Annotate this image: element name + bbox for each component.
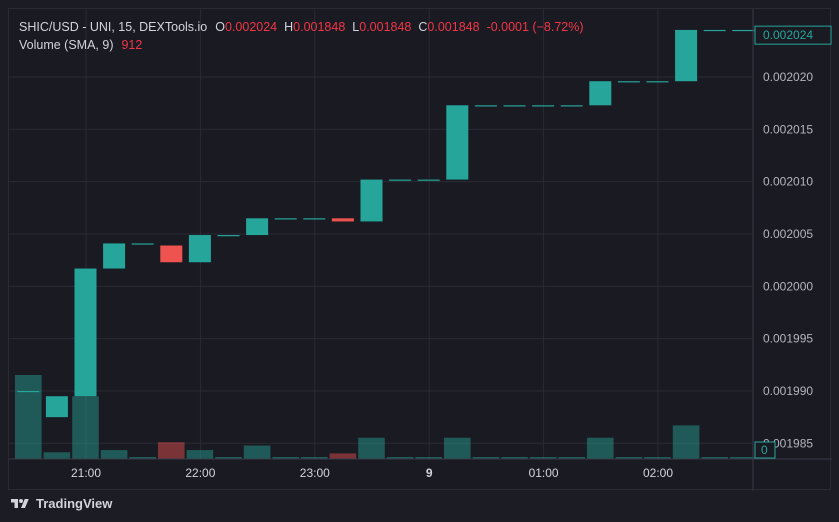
candle[interactable] bbox=[503, 105, 526, 107]
candle[interactable] bbox=[188, 235, 211, 263]
x-tick-label: 02:00 bbox=[643, 466, 673, 480]
ohlc-row: SHIC/USD - UNI, 15, DEXTools.io O 0.0020… bbox=[19, 18, 591, 36]
volume-bar[interactable] bbox=[272, 457, 299, 459]
volume-bar[interactable] bbox=[100, 450, 128, 459]
volume-bar[interactable] bbox=[501, 457, 528, 459]
chart-panel[interactable]: 0.002020 0.002015 0.002010 0.002005 0.002000… bbox=[8, 8, 832, 491]
candle[interactable] bbox=[74, 268, 97, 397]
candle[interactable] bbox=[474, 105, 497, 107]
x-tick-label: 01:00 bbox=[529, 466, 559, 480]
volume-bar[interactable] bbox=[15, 375, 42, 459]
candle[interactable] bbox=[160, 245, 183, 263]
candle[interactable] bbox=[703, 29, 726, 32]
volume-bar[interactable] bbox=[243, 445, 271, 459]
y-tick-label: 0.002020 bbox=[763, 70, 813, 84]
close-label: C bbox=[418, 20, 428, 34]
volume-bar[interactable] bbox=[615, 457, 643, 459]
last-price-label: 0.002024 bbox=[763, 28, 813, 42]
last-price-tag bbox=[754, 25, 832, 45]
open-label: O bbox=[215, 20, 225, 34]
tradingview-name: TradingView bbox=[36, 496, 113, 511]
y-tick-label: 0.001995 bbox=[763, 332, 813, 346]
volume-axis-label: 0 bbox=[761, 443, 768, 457]
candle[interactable] bbox=[732, 29, 755, 32]
candle[interactable] bbox=[646, 81, 669, 83]
tradingview-branding[interactable]: TradingView bbox=[10, 496, 112, 511]
candle[interactable] bbox=[389, 179, 412, 181]
volume-label[interactable]: Volume (SMA, 9) bbox=[19, 38, 114, 52]
x-tick-label: 21:00 bbox=[71, 466, 101, 480]
volume-bar[interactable] bbox=[186, 450, 214, 459]
candle[interactable] bbox=[446, 105, 469, 180]
change-value: -0.0001 (−8.72%) bbox=[486, 20, 584, 34]
y-tick-label: 0.001985 bbox=[763, 436, 813, 450]
volume-bar[interactable] bbox=[644, 457, 671, 459]
candle[interactable] bbox=[246, 218, 269, 236]
volume-bar[interactable] bbox=[129, 457, 156, 459]
candle[interactable] bbox=[17, 390, 40, 393]
y-tick-label: 0.002015 bbox=[763, 122, 813, 136]
volume-bar[interactable] bbox=[415, 457, 442, 459]
candle[interactable] bbox=[417, 179, 440, 181]
volume-axis-tag bbox=[754, 441, 776, 459]
y-tick-label: 0.002005 bbox=[763, 227, 813, 241]
candle[interactable] bbox=[589, 81, 612, 106]
candle[interactable] bbox=[274, 218, 297, 220]
low-value: 0.001848 bbox=[359, 20, 412, 34]
candle[interactable] bbox=[360, 179, 383, 222]
volume-value: 912 bbox=[121, 38, 143, 52]
volume-bar[interactable] bbox=[72, 396, 99, 459]
y-tick-label: 0.001990 bbox=[763, 384, 813, 398]
x-tick-label: 23:00 bbox=[300, 466, 330, 480]
volume-bar[interactable] bbox=[301, 457, 328, 459]
high-value: 0.001848 bbox=[293, 20, 346, 34]
open-value: 0.002024 bbox=[224, 20, 278, 34]
close-value: 0.001848 bbox=[427, 20, 480, 34]
volume-bar[interactable] bbox=[386, 457, 414, 459]
candle[interactable] bbox=[675, 29, 698, 82]
volume-bar[interactable] bbox=[43, 452, 71, 459]
low-label: L bbox=[352, 20, 360, 34]
volume-bar[interactable] bbox=[444, 437, 471, 459]
y-tick-label: 0.002000 bbox=[763, 279, 813, 293]
chart-legend: SHIC/USD - UNI, 15, DEXTools.io O 0.0020… bbox=[19, 18, 591, 54]
volume-bar[interactable] bbox=[701, 457, 728, 459]
candle[interactable] bbox=[331, 218, 354, 222]
volume-bar[interactable] bbox=[215, 457, 242, 459]
candle[interactable] bbox=[532, 105, 555, 107]
x-tick-label: 22:00 bbox=[185, 466, 215, 480]
candle[interactable] bbox=[217, 235, 240, 237]
candle[interactable] bbox=[103, 243, 126, 269]
candle[interactable] bbox=[617, 81, 640, 83]
volume-bar[interactable] bbox=[672, 425, 700, 459]
volume-bar[interactable] bbox=[158, 442, 185, 459]
volume-bar[interactable] bbox=[358, 437, 385, 459]
volume-row: Volume (SMA, 9) 912 bbox=[19, 36, 591, 54]
candle[interactable] bbox=[303, 218, 326, 220]
candle[interactable] bbox=[131, 243, 154, 245]
volume-bar[interactable] bbox=[587, 437, 614, 459]
symbol-label[interactable]: SHIC/USD - UNI, 15, DEXTools.io bbox=[19, 20, 208, 34]
volume-bar[interactable] bbox=[472, 457, 500, 459]
volume-bar[interactable] bbox=[329, 453, 357, 459]
candle[interactable] bbox=[45, 396, 68, 418]
candle[interactable] bbox=[560, 105, 583, 107]
y-tick-label: 0.002010 bbox=[763, 175, 813, 189]
tradingview-logo-icon bbox=[11, 498, 29, 508]
x-tick-label: 9 bbox=[426, 466, 433, 480]
volume-bar[interactable] bbox=[529, 457, 557, 459]
volume-bar[interactable] bbox=[558, 457, 585, 459]
volume-bar[interactable] bbox=[730, 457, 757, 459]
high-label: H bbox=[284, 20, 294, 34]
candlestick-chart[interactable]: 0.002020 0.002015 0.002010 0.002005 0.002000… bbox=[9, 9, 832, 491]
